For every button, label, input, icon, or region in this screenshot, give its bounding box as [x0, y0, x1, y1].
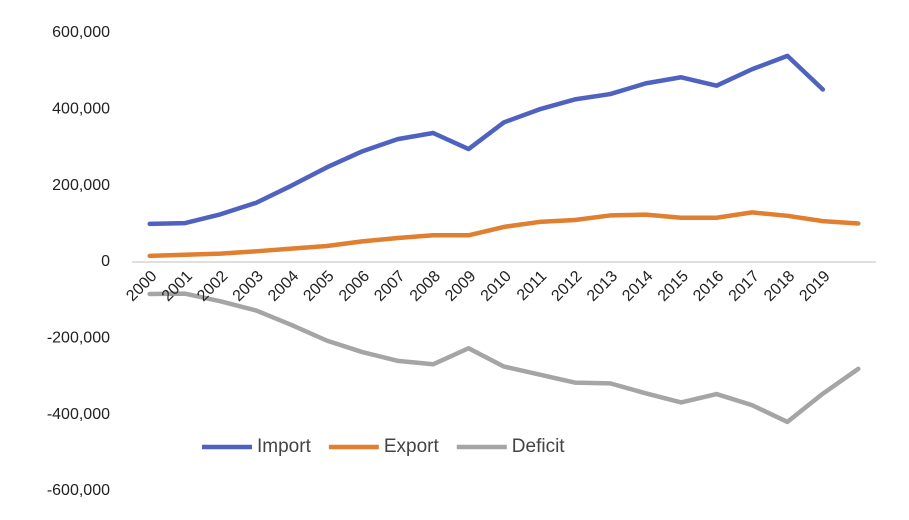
legend: Import Export Deficit [202, 436, 565, 457]
x-tick-label: 2004 [265, 268, 302, 305]
y-tick-label: -400,000 [47, 406, 110, 423]
y-tick-label: 200,000 [52, 177, 110, 194]
x-tick-label: 2005 [300, 268, 337, 305]
legend-label: Deficit [512, 436, 566, 457]
legend-label: Export [384, 436, 440, 457]
x-tick-label: 2015 [655, 268, 692, 305]
x-tick-label: 2009 [442, 268, 479, 305]
x-tick-label: 2001 [159, 268, 196, 305]
x-tick-label: 2008 [407, 268, 444, 305]
x-tick-label: 2013 [584, 268, 621, 305]
x-tick-label: 2011 [514, 268, 550, 304]
y-tick-label: 600,000 [52, 24, 110, 41]
x-tick-label: 2017 [726, 268, 763, 305]
series-line [147, 291, 861, 425]
y-tick-label: 0 [101, 253, 110, 270]
x-tick-label: 2016 [690, 268, 727, 305]
x-tick-label: 2010 [478, 268, 515, 305]
series-line [147, 53, 826, 227]
y-tick-label: -200,000 [47, 330, 110, 347]
y-tick-label: 400,000 [52, 101, 110, 118]
y-tick-label: -600,000 [47, 482, 110, 499]
x-tick-label: 2007 [371, 268, 408, 305]
x-tick-label: 2018 [761, 268, 798, 305]
legend-label: Import [257, 436, 312, 457]
x-tick-label: 2012 [548, 268, 585, 305]
x-tick-label: 2000 [123, 268, 160, 305]
series-line [147, 210, 861, 259]
x-tick-label: 2006 [336, 268, 373, 305]
x-tick-label: 2019 [796, 268, 833, 305]
x-tick-label: 2003 [230, 268, 267, 305]
x-tick-label: 2014 [619, 268, 656, 305]
